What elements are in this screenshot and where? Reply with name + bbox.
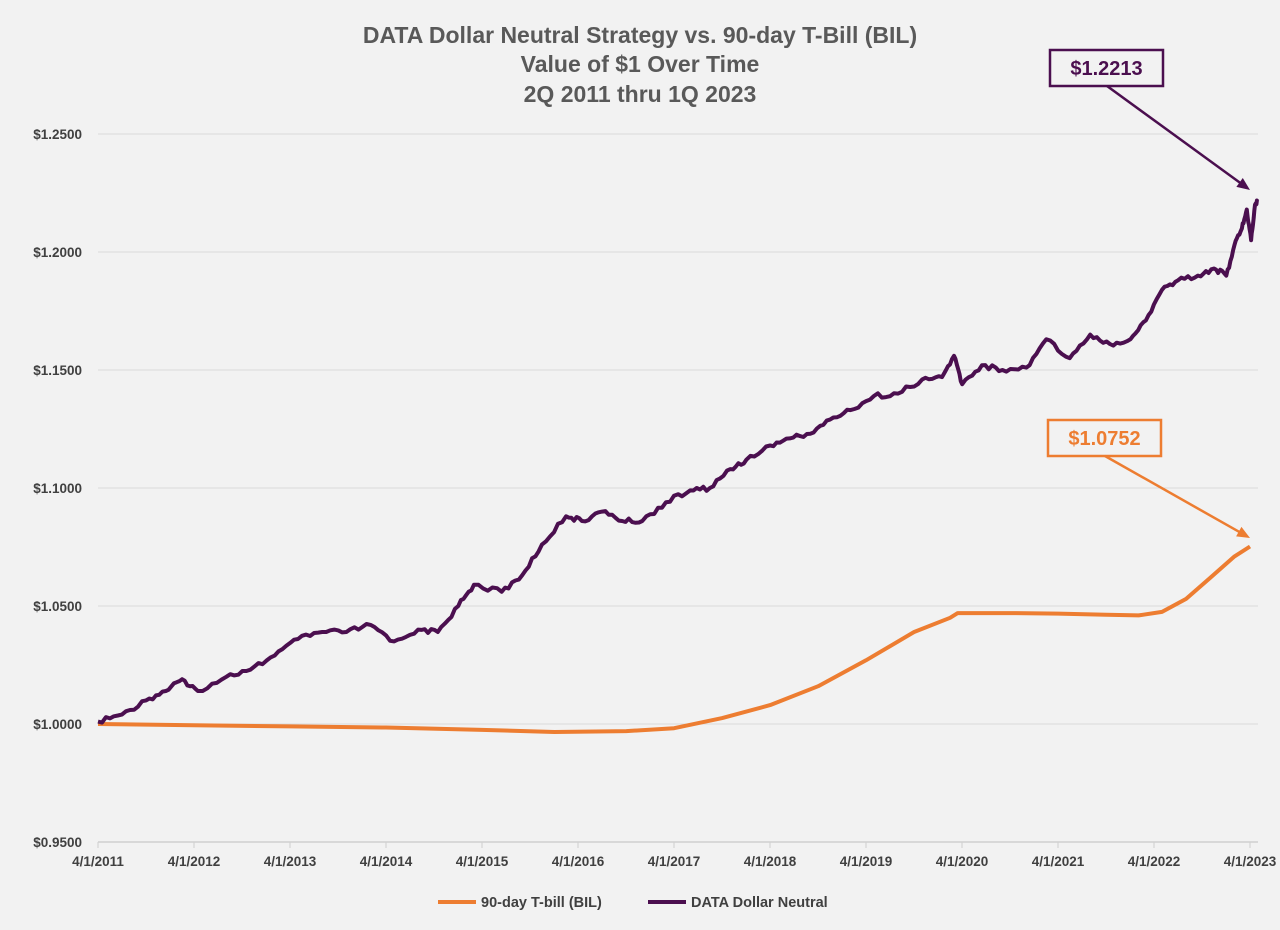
x-tick-label: 4/1/2016 <box>552 854 605 869</box>
x-tick-label: 4/1/2019 <box>840 854 893 869</box>
annotation-arrow <box>1106 84 1243 186</box>
y-axis: $0.9500 $1.0000 $1.0500 $1.1000 $1.1500 $1.20… <box>33 127 82 850</box>
series-line-bil <box>97 544 1252 734</box>
y-tick-label: $1.2500 <box>33 127 82 142</box>
series-lines <box>97 198 1260 734</box>
annotation-label: $1.2213 <box>1070 58 1142 80</box>
annotation-arrowhead <box>1236 526 1250 538</box>
chart-title-line-2: Value of $1 Over Time <box>521 51 760 77</box>
x-tick-label: 4/1/2015 <box>456 854 509 869</box>
x-tick-label: 4/1/2017 <box>648 854 701 869</box>
y-tick-label: $1.1000 <box>33 481 82 496</box>
x-tick-label: 4/1/2018 <box>744 854 797 869</box>
y-tick-label: $0.9500 <box>33 835 82 850</box>
legend: 90-day T-bill (BIL) DATA Dollar Neutral <box>438 895 828 911</box>
annotation-box <box>1048 48 1165 88</box>
x-tick-label: 4/1/2014 <box>360 854 413 869</box>
gridlines <box>98 133 1258 843</box>
y-tick-label: $1.1500 <box>33 363 82 378</box>
legend-label-bil: 90-day T-bill (BIL) <box>481 895 602 911</box>
chart-title: DATA Dollar Neutral Strategy vs. 90-day … <box>363 22 917 107</box>
annotation-label: $1.0752 <box>1068 428 1140 450</box>
annotation-arrowhead <box>1236 178 1250 190</box>
y-tick-label: $1.0500 <box>33 599 82 614</box>
y-tick-label: $1.0000 <box>33 717 82 732</box>
x-axis: 4/1/2011 4/1/2012 4/1/2013 4/1/2014 4/1/2015… <box>72 842 1277 869</box>
chart-title-line-1: DATA Dollar Neutral Strategy vs. 90-day … <box>363 22 917 48</box>
annotation-box <box>1046 418 1163 458</box>
x-tick-label: 4/1/2020 <box>936 854 989 869</box>
annotations: $1.2213 $1.0752 <box>1046 48 1250 538</box>
y-tick-label: $1.2000 <box>33 245 82 260</box>
x-tick-label: 4/1/2012 <box>168 854 221 869</box>
series-line-data-dollar-neutral <box>97 198 1260 725</box>
chart-title-line-3: 2Q 2011 thru 1Q 2023 <box>524 81 757 107</box>
x-tick-label: 4/1/2013 <box>264 854 317 869</box>
x-tick-label: 4/1/2021 <box>1032 854 1085 869</box>
legend-label-data: DATA Dollar Neutral <box>691 895 828 911</box>
x-tick-label: 4/1/2023 <box>1224 854 1277 869</box>
x-tick-label: 4/1/2022 <box>1128 854 1181 869</box>
annotation-arrow <box>1104 454 1242 535</box>
x-tick-label: 4/1/2011 <box>72 854 124 869</box>
